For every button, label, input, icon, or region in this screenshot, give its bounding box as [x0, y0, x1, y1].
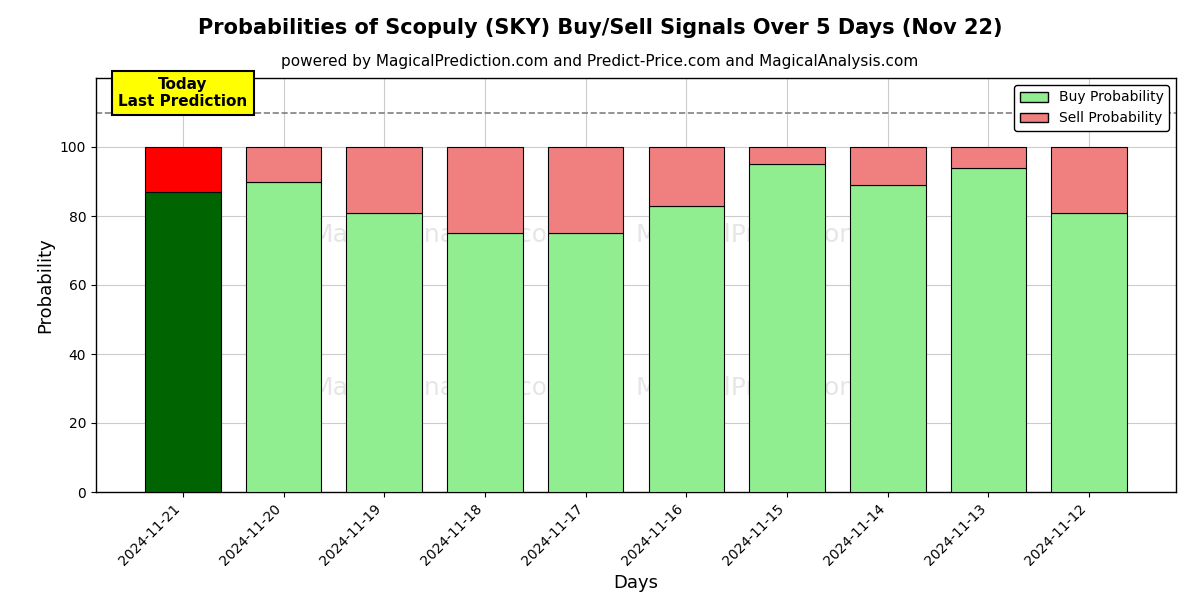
Bar — [749, 164, 824, 492]
Bar — [749, 147, 824, 164]
Text: MagicalAnalysis.com: MagicalAnalysis.com — [312, 377, 571, 401]
Text: MagicalPrediction.com: MagicalPrediction.com — [636, 223, 917, 247]
Bar — [1051, 147, 1127, 212]
Text: powered by MagicalPrediction.com and Predict-Price.com and MagicalAnalysis.com: powered by MagicalPrediction.com and Pre… — [281, 54, 919, 69]
Bar — [145, 147, 221, 192]
Bar — [950, 147, 1026, 168]
Bar — [850, 147, 925, 185]
Bar — [548, 233, 624, 492]
X-axis label: Days: Days — [613, 574, 659, 592]
Text: Today
Last Prediction: Today Last Prediction — [119, 77, 247, 109]
Bar — [347, 212, 422, 492]
Text: MagicalAnalysis.com: MagicalAnalysis.com — [312, 223, 571, 247]
Bar — [448, 233, 523, 492]
Bar — [1051, 212, 1127, 492]
Bar — [548, 147, 624, 233]
Bar — [448, 147, 523, 233]
Bar — [648, 147, 724, 206]
Bar — [950, 168, 1026, 492]
Bar — [246, 181, 322, 492]
Legend: Buy Probability, Sell Probability: Buy Probability, Sell Probability — [1014, 85, 1169, 131]
Y-axis label: Probability: Probability — [36, 237, 54, 333]
Bar — [246, 147, 322, 181]
Bar — [347, 147, 422, 212]
Bar — [850, 185, 925, 492]
Bar — [648, 206, 724, 492]
Text: MagicalPrediction.com: MagicalPrediction.com — [636, 377, 917, 401]
Text: Probabilities of Scopuly (SKY) Buy/Sell Signals Over 5 Days (Nov 22): Probabilities of Scopuly (SKY) Buy/Sell … — [198, 18, 1002, 38]
Bar — [145, 192, 221, 492]
